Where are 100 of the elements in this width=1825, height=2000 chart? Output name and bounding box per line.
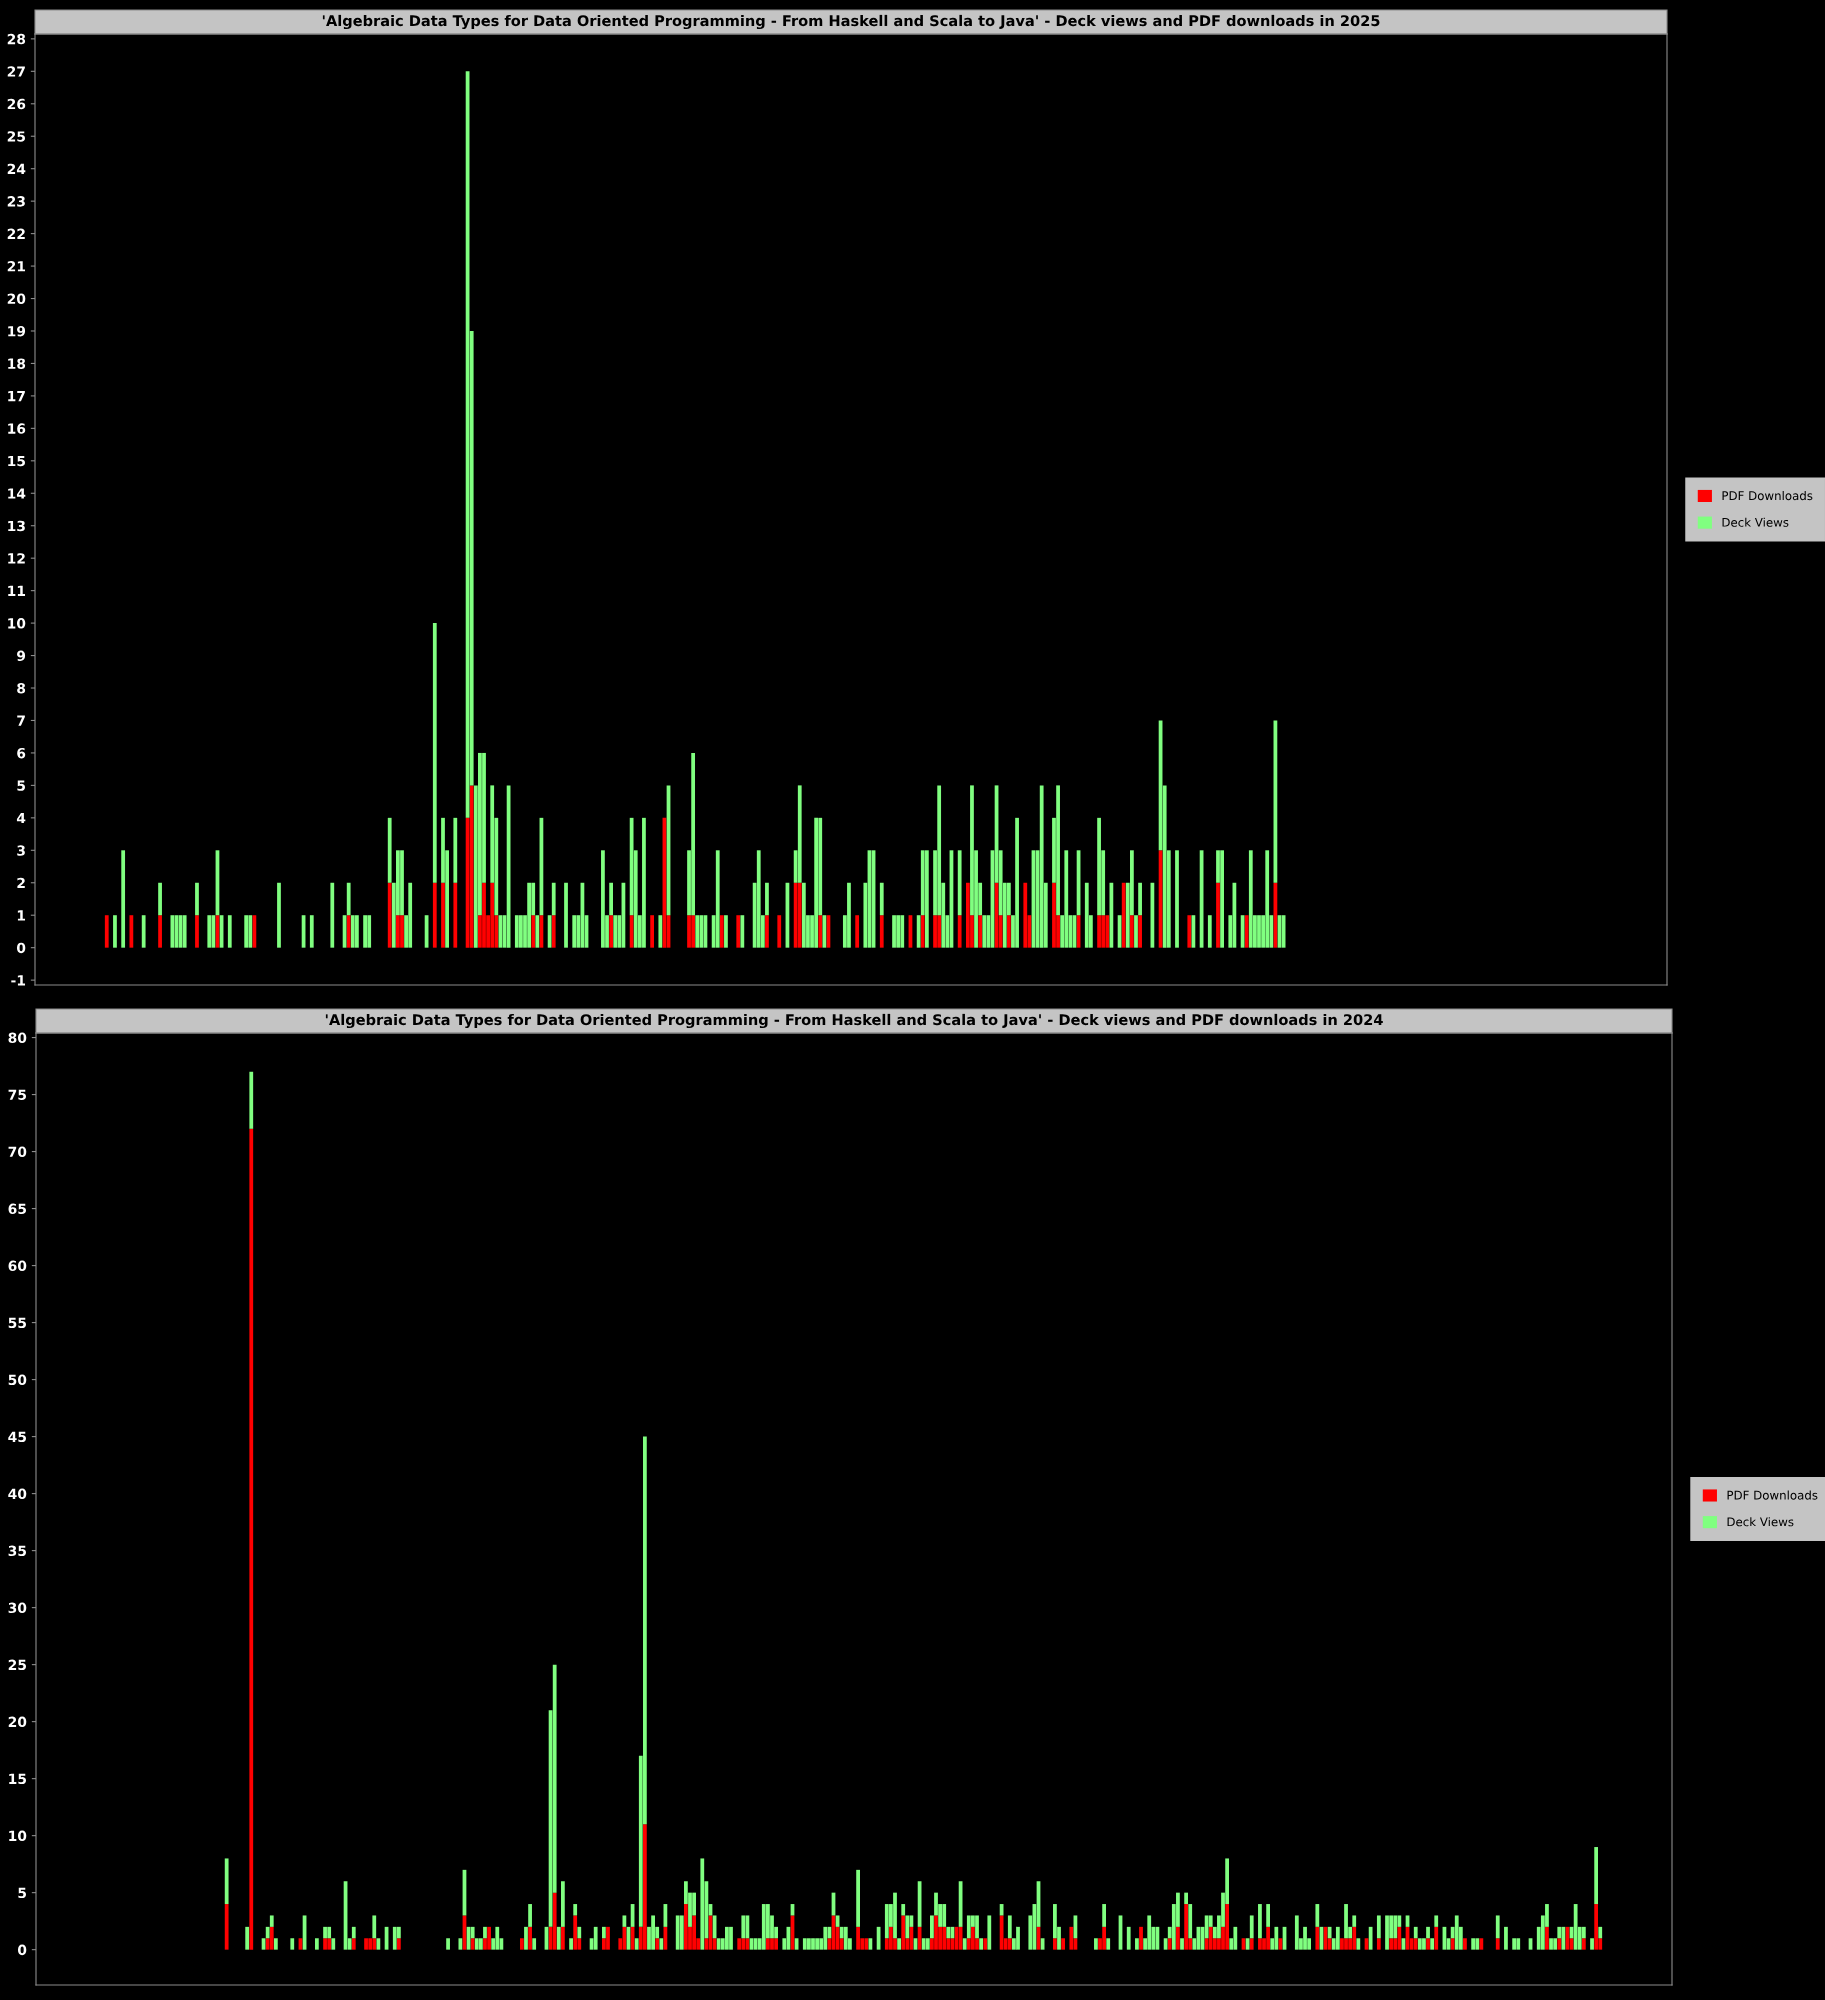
bar bbox=[1340, 1938, 1344, 1950]
bar bbox=[355, 915, 359, 948]
bar bbox=[104, 915, 109, 948]
y-tick-label: 22 bbox=[7, 228, 25, 239]
bar bbox=[387, 882, 392, 948]
bar bbox=[552, 1892, 557, 1950]
bar bbox=[699, 915, 704, 948]
bar bbox=[249, 1128, 254, 1950]
bar bbox=[1015, 817, 1019, 948]
bar bbox=[1233, 1926, 1238, 1950]
bar bbox=[1225, 1904, 1230, 1950]
bar bbox=[1016, 1926, 1020, 1950]
bar bbox=[1147, 1915, 1152, 1950]
bar bbox=[971, 1926, 975, 1950]
bar bbox=[756, 850, 761, 948]
bar bbox=[330, 882, 335, 948]
bar bbox=[1101, 915, 1106, 948]
y-tick-label: 5 bbox=[17, 780, 25, 791]
bar bbox=[1594, 1847, 1599, 1905]
bar bbox=[269, 1926, 274, 1950]
bar bbox=[905, 1915, 910, 1939]
bar bbox=[593, 1926, 598, 1950]
bar bbox=[957, 915, 962, 948]
bar bbox=[942, 1926, 947, 1950]
y-tick-label: 30 bbox=[8, 1602, 27, 1614]
bar bbox=[314, 1938, 319, 1950]
bar bbox=[1245, 1938, 1250, 1950]
bar bbox=[847, 882, 851, 948]
bar bbox=[1413, 1938, 1418, 1950]
bar bbox=[1102, 1926, 1106, 1950]
bar bbox=[1139, 1926, 1143, 1950]
bar bbox=[556, 1926, 561, 1950]
bar bbox=[642, 817, 646, 948]
bar bbox=[1450, 1938, 1455, 1950]
bar bbox=[453, 817, 458, 883]
bar bbox=[1188, 1904, 1193, 1939]
bar bbox=[1434, 1926, 1439, 1950]
bar bbox=[564, 882, 568, 948]
y-tick-label: 15 bbox=[8, 455, 25, 467]
bar bbox=[1216, 882, 1220, 948]
bar bbox=[158, 915, 162, 948]
y-tick-label: -1 bbox=[11, 975, 26, 986]
bar bbox=[937, 915, 942, 948]
bar bbox=[277, 882, 281, 948]
bar bbox=[346, 915, 351, 948]
bar bbox=[482, 882, 486, 948]
bar bbox=[207, 915, 212, 948]
bar bbox=[1495, 1915, 1500, 1939]
bar bbox=[1130, 915, 1134, 948]
bar bbox=[1126, 1926, 1131, 1950]
y-tick-label: 19 bbox=[8, 325, 26, 337]
bar bbox=[1184, 1892, 1189, 1905]
bar bbox=[740, 915, 745, 948]
bar bbox=[716, 1938, 721, 1950]
bar bbox=[893, 1892, 897, 1939]
bar bbox=[195, 915, 199, 948]
bar bbox=[1135, 1938, 1139, 1950]
bar bbox=[856, 1869, 860, 1927]
bar bbox=[884, 1904, 889, 1939]
legend-label: PDF Downloads bbox=[1722, 490, 1813, 501]
bar bbox=[930, 1915, 934, 1939]
bar bbox=[129, 915, 134, 948]
bar bbox=[793, 882, 798, 948]
bar bbox=[1356, 1938, 1361, 1950]
bar bbox=[622, 1915, 627, 1927]
y-tick-label: 50 bbox=[8, 1374, 27, 1386]
bar bbox=[569, 1938, 573, 1950]
bar bbox=[1007, 1938, 1012, 1950]
bar bbox=[245, 1926, 250, 1950]
y-tick-label: 26 bbox=[7, 98, 26, 110]
bar bbox=[1266, 1926, 1271, 1950]
y-tick-label: 17 bbox=[8, 391, 25, 402]
bar bbox=[774, 1938, 778, 1950]
y-tick-label: 0 bbox=[17, 1944, 27, 1956]
bar bbox=[528, 1904, 532, 1927]
bar bbox=[606, 1926, 610, 1950]
bar bbox=[432, 623, 437, 883]
bar bbox=[879, 882, 884, 916]
bar bbox=[622, 1926, 627, 1950]
bar bbox=[527, 882, 531, 948]
bar bbox=[1495, 1938, 1500, 1950]
bar bbox=[725, 1926, 729, 1950]
bar bbox=[982, 915, 987, 948]
bar bbox=[392, 1926, 397, 1950]
bar bbox=[856, 1926, 860, 1950]
bar bbox=[224, 1904, 229, 1950]
bar bbox=[761, 1904, 766, 1950]
bar bbox=[1397, 1926, 1402, 1950]
bar bbox=[987, 1915, 992, 1950]
bar bbox=[1184, 1904, 1189, 1950]
bar bbox=[1007, 1915, 1012, 1939]
bar bbox=[855, 915, 860, 948]
bar bbox=[224, 1858, 229, 1905]
bar bbox=[351, 1926, 356, 1939]
bar bbox=[519, 915, 523, 948]
bar bbox=[823, 1926, 828, 1950]
bar bbox=[897, 1938, 901, 1950]
bar bbox=[602, 1926, 606, 1939]
bar bbox=[975, 1915, 979, 1939]
bar bbox=[470, 1938, 475, 1950]
